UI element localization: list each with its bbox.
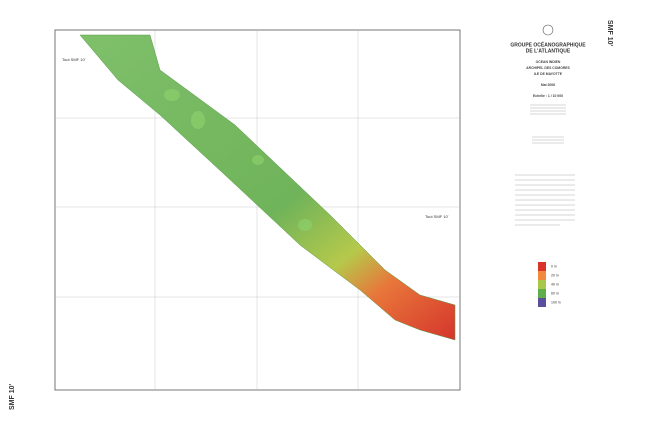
archipelago: ARCHIPEL DES COMORES [526, 66, 570, 70]
legend-label: 20 m [551, 273, 559, 277]
legend-swatch [538, 298, 546, 307]
legend-label: 100 m [551, 300, 561, 304]
map-label: Tout SMF 10' [62, 57, 86, 62]
notes-placeholder [515, 104, 575, 226]
legend: 0 m 20 m 40 m 60 m 100 m [538, 262, 561, 307]
sheet-label: SMF 10' [606, 20, 613, 47]
survey-swath [79, 34, 456, 341]
island: ILE DE MAYOTTE [534, 72, 563, 76]
relief-features [164, 89, 312, 231]
logo [542, 24, 554, 36]
map-label: Tout SMF 10' [425, 214, 449, 219]
legend-label: 60 m [551, 291, 559, 295]
scale: Echelle : 1 / 10 000 [533, 94, 563, 98]
map-frame [54, 29, 461, 391]
legend-swatch [538, 271, 546, 280]
legend-swatch [538, 280, 546, 289]
title: GROUPE OCÉANOGRAPHIQUE [510, 40, 586, 48]
subtitle: DE L'ATLANTIQUE [526, 48, 571, 54]
legend-label: 0 m [551, 264, 557, 268]
legend-swatch [538, 262, 546, 271]
region: OCEAN INDIEN [536, 60, 561, 64]
legend-swatch [538, 289, 546, 298]
legend-label: 40 m [551, 282, 559, 286]
date: Mai 2006 [541, 83, 555, 87]
sheet-label: SMF 10' [9, 383, 16, 410]
